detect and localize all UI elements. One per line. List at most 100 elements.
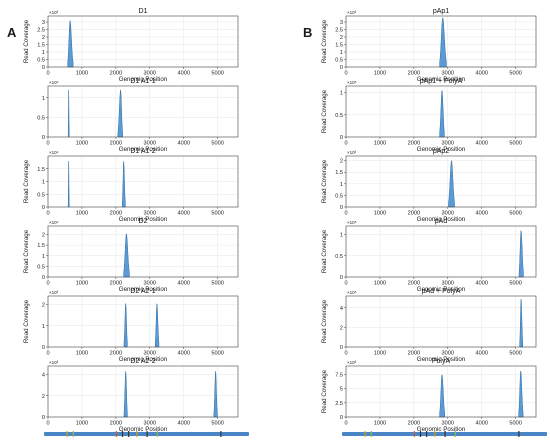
y-tick-label: 0 bbox=[42, 65, 45, 71]
y-axis-label: Read Coverage bbox=[321, 229, 328, 273]
x-tick-label: 3000 bbox=[442, 141, 454, 147]
y-tick-label: 1.5 bbox=[335, 43, 343, 49]
x-tick-label: 3000 bbox=[144, 281, 156, 287]
subplot-title: D2 bbox=[139, 218, 148, 225]
x-tick-label: 0 bbox=[344, 281, 347, 287]
subplot-d2-a2-2: D2 A2-2 ×10³ 0 1000 2000 3000 4000 5000 0 2 4 Genom… bbox=[42, 358, 239, 433]
x-tick-label: 2000 bbox=[408, 211, 420, 217]
genome-feature-mark bbox=[128, 431, 130, 437]
y-tick-label: 2.5 bbox=[37, 28, 45, 34]
y-axis-label: Read Coverage bbox=[23, 229, 30, 273]
y-tick-label: 0.5 bbox=[37, 192, 45, 198]
subplot-title: PolyA bbox=[432, 358, 451, 365]
plot-frame bbox=[47, 225, 239, 278]
subplot-pad-polya: pAd + PolyA ×10⁵ 0 1000 2000 3000 4000 5000 0 2 4 G… bbox=[321, 288, 537, 363]
y-tick-label: 0 bbox=[340, 65, 343, 71]
x-tick-label: 4000 bbox=[177, 421, 189, 427]
x-tick-label: 4000 bbox=[475, 421, 487, 427]
x-tick-label: 5000 bbox=[211, 351, 223, 357]
axis-multiplier: ×10³ bbox=[49, 10, 59, 15]
x-axis-label: Genomic Position bbox=[119, 216, 168, 223]
y-tick-label: 0.5 bbox=[335, 193, 343, 199]
y-axis-label: Read Coverage bbox=[321, 159, 328, 203]
coverage-peak bbox=[519, 299, 524, 348]
x-tick-label: 5000 bbox=[211, 421, 223, 427]
y-tick-label: 0 bbox=[42, 415, 45, 421]
y-axis-label: Read Coverage bbox=[321, 369, 328, 413]
x-tick-label: 4000 bbox=[177, 351, 189, 357]
subplot-d2: D2 ×10⁴ 0 1000 2000 3000 4000 5000 0 0.5 1 1.5 2 Geno… bbox=[23, 218, 239, 293]
y-tick-label: 2 bbox=[340, 325, 343, 331]
y-tick-label: 0.5 bbox=[37, 115, 45, 121]
x-tick-label: 0 bbox=[46, 71, 49, 77]
subplot-title: D1 A1-1 bbox=[130, 78, 155, 85]
genome-feature-mark bbox=[454, 431, 456, 437]
coverage-peak bbox=[67, 161, 70, 208]
y-tick-label: 1 bbox=[340, 233, 343, 239]
panel-letter-b: B bbox=[303, 25, 312, 40]
x-tick-label: 2000 bbox=[408, 351, 420, 357]
genome-feature-mark bbox=[136, 431, 138, 437]
coverage-peak bbox=[439, 374, 445, 418]
coverage-peak bbox=[448, 160, 455, 208]
y-tick-label: 1 bbox=[42, 254, 45, 260]
y-tick-label: 1 bbox=[42, 180, 45, 186]
x-tick-label: 2000 bbox=[408, 281, 420, 287]
y-tick-label: 2 bbox=[42, 233, 45, 239]
x-tick-label: 1000 bbox=[374, 281, 386, 287]
x-tick-label: 5000 bbox=[211, 71, 223, 77]
axis-multiplier: ×10³ bbox=[347, 360, 357, 365]
x-tick-label: 0 bbox=[344, 351, 347, 357]
subplot-title: pAp1 + PolyA bbox=[420, 78, 463, 85]
genome-feature-mark bbox=[426, 431, 428, 437]
coverage-peak bbox=[67, 89, 70, 138]
y-tick-label: 1 bbox=[340, 50, 343, 56]
x-tick-label: 3000 bbox=[144, 141, 156, 147]
y-tick-label: 2 bbox=[42, 303, 45, 309]
y-tick-label: 1 bbox=[42, 96, 45, 102]
y-tick-label: 0.5 bbox=[335, 254, 343, 260]
y-axis-label: Read Coverage bbox=[321, 299, 328, 343]
plot-frame bbox=[47, 365, 239, 418]
x-tick-label: 0 bbox=[344, 141, 347, 147]
subplot-pap1-polya: pAp1 + PolyA ×10⁵ 0 1000 2000 3000 4000 5000 0 0.… bbox=[321, 78, 537, 153]
x-axis-label: Genomic Position bbox=[417, 426, 466, 433]
y-tick-label: 4 bbox=[340, 306, 343, 312]
axis-multiplier: ×10⁵ bbox=[347, 220, 357, 225]
y-tick-label: 2.5 bbox=[335, 28, 343, 34]
x-tick-label: 5000 bbox=[509, 351, 521, 357]
subplot-title: pAd bbox=[435, 218, 448, 225]
x-tick-label: 5000 bbox=[211, 141, 223, 147]
y-tick-label: 3 bbox=[340, 20, 343, 26]
panel-letter-a: A bbox=[7, 25, 17, 40]
subplot-title: D2 A2-1 bbox=[130, 288, 155, 295]
x-tick-label: 1000 bbox=[76, 351, 88, 357]
x-tick-label: 5000 bbox=[509, 421, 521, 427]
x-tick-label: 5000 bbox=[509, 141, 521, 147]
x-tick-label: 4000 bbox=[475, 351, 487, 357]
coverage-peak bbox=[123, 233, 130, 278]
y-tick-label: 0 bbox=[340, 415, 343, 421]
genome-feature-mark bbox=[115, 431, 117, 437]
y-tick-label: 0.5 bbox=[37, 58, 45, 64]
coverage-peak bbox=[122, 161, 126, 208]
x-tick-label: 4000 bbox=[177, 71, 189, 77]
axis-multiplier: ×10⁵ bbox=[347, 290, 357, 295]
x-tick-label: 4000 bbox=[475, 281, 487, 287]
y-tick-label: 2 bbox=[340, 159, 343, 165]
plot-frame bbox=[345, 15, 537, 68]
y-axis-label: Read Coverage bbox=[23, 19, 30, 63]
x-tick-label: 3000 bbox=[144, 421, 156, 427]
genome-feature-mark bbox=[419, 431, 422, 437]
y-tick-label: 2 bbox=[42, 35, 45, 41]
subplot-title: D1 bbox=[139, 8, 148, 15]
x-tick-label: 4000 bbox=[177, 141, 189, 147]
genome-feature-mark bbox=[370, 431, 372, 437]
axis-multiplier: ×10³ bbox=[49, 290, 59, 295]
x-tick-label: 3000 bbox=[442, 421, 454, 427]
